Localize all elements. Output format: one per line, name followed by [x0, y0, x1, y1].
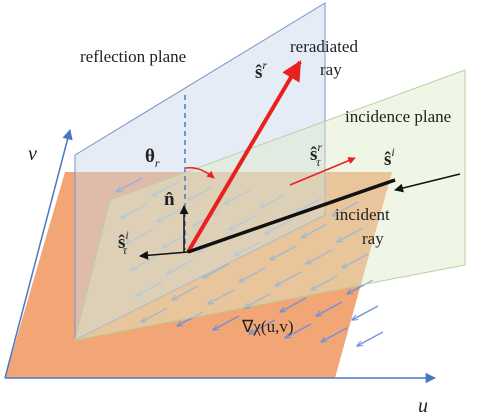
label: reradiated [290, 37, 358, 56]
gradient-arrow [141, 307, 168, 322]
gradient-arrow [136, 281, 163, 296]
label: u [418, 395, 428, 417]
vector-sup: r [317, 140, 322, 154]
gradient-arrow [157, 207, 184, 222]
gradient-arrow [316, 301, 343, 316]
si-arrow [394, 173, 461, 193]
vector-label: ŝr τ [310, 140, 322, 169]
gradient-arrow [249, 319, 276, 334]
label: ray [320, 60, 342, 79]
vector-label: ŝi [384, 145, 395, 170]
label: reflection plane [80, 47, 186, 66]
label: incidence plane [345, 107, 451, 126]
gradient-arrow [270, 245, 297, 260]
reflection-plane [74, 2, 326, 341]
gradient-arrow [275, 271, 302, 286]
gradient-arrow [347, 279, 374, 294]
srt-arrow [289, 157, 356, 186]
gradient-arrow [213, 315, 240, 330]
gradient-arrow [265, 219, 292, 234]
gradient-arrow [224, 189, 251, 204]
gradient-arrow [177, 311, 204, 326]
incident-ray [187, 178, 396, 254]
gradient-arrow [234, 241, 261, 256]
gradient-arrow [188, 185, 215, 200]
gradient-arrow [116, 177, 143, 192]
gradient-arrow [260, 193, 287, 208]
gradient-arrow [321, 327, 348, 342]
label: v [28, 143, 37, 165]
incidence-plane [74, 69, 466, 341]
vector-sup: i [391, 145, 394, 159]
v-axis [4, 128, 73, 379]
vector-label: ŝr [255, 58, 267, 83]
gradient-arrow [296, 197, 323, 212]
vector-sub: r [155, 156, 160, 170]
gradient-arrow [152, 181, 179, 196]
gradient-arrow [167, 259, 194, 274]
vector-base: ŝ [384, 149, 391, 170]
vector-sub: τ [316, 155, 321, 169]
gradient-arrow [306, 249, 333, 264]
gradient-arrow [285, 323, 312, 338]
vector-sup: r [262, 58, 267, 72]
gradient-arrow [229, 215, 256, 230]
label: ray [362, 229, 384, 248]
gradient-arrow [332, 201, 359, 216]
vector-label: ŝi τ [118, 228, 129, 257]
vector-sup: i [125, 228, 128, 242]
gradient-arrow [352, 305, 379, 320]
vector-label: θr [145, 146, 160, 170]
gradient-arrow [239, 267, 266, 282]
label: ∇χ(u,v) [241, 317, 294, 336]
gradient-arrow [172, 285, 199, 300]
theta-arc [185, 166, 215, 179]
gradient-arrow [357, 331, 384, 346]
gradient-arrow [244, 293, 271, 308]
label: incident [335, 205, 390, 224]
gradient-arrow [208, 289, 235, 304]
vector-base: θ [145, 146, 155, 167]
vector-label: n̂ [164, 189, 175, 210]
gradient-arrow [203, 263, 230, 278]
gradient-arrow [337, 227, 364, 242]
gradient-arrow [126, 229, 153, 244]
gradient-arrow [311, 275, 338, 290]
vector-sub: τ [123, 243, 128, 257]
gradient-arrow [121, 203, 148, 218]
vector-base: ŝ [255, 62, 262, 83]
vector-base: n̂ [164, 189, 175, 210]
vector-base: ŝ [118, 232, 125, 253]
sit-arrow [139, 250, 189, 260]
gradient-arrow [131, 255, 158, 270]
gradient-arrow [301, 223, 328, 238]
gradient-arrow [280, 297, 307, 312]
vector-base: ŝ [310, 144, 317, 165]
reradiated-ray [186, 60, 302, 254]
gradient-arrow [342, 253, 369, 268]
